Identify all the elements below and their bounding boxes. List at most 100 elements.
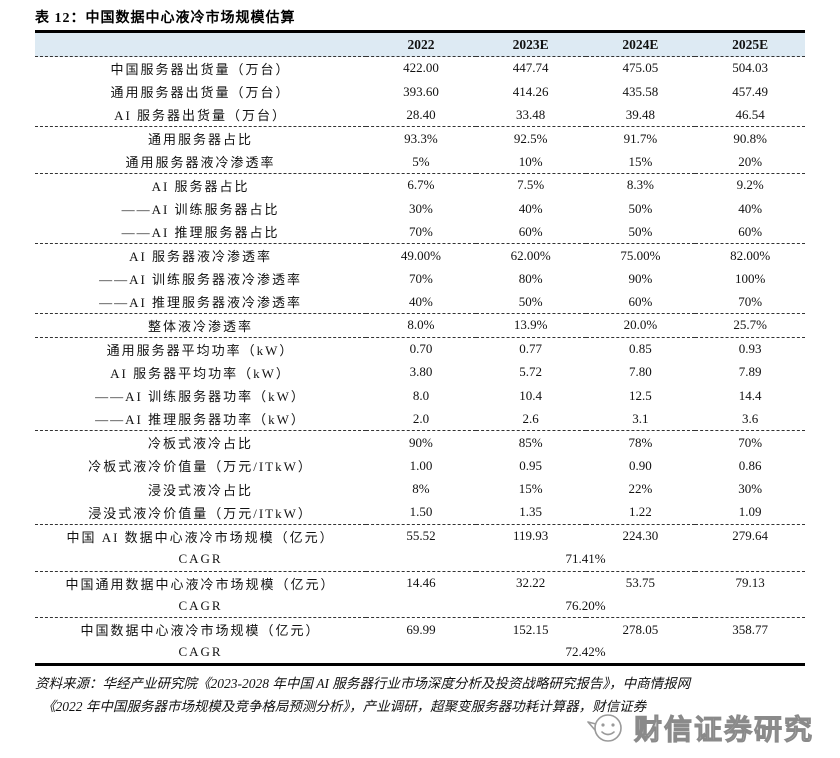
cell-value: 0.77 — [519, 341, 543, 357]
cell-value: 13.9% — [475, 313, 586, 338]
cell-value: 32.22 — [516, 575, 546, 591]
row-label: CAGR — [178, 644, 223, 660]
cell-value: 12.5 — [629, 387, 652, 403]
cell-value: 50% — [628, 200, 653, 216]
cell-value: 20.0% — [585, 313, 696, 338]
row-label: 通用服务器平均功率（kW） — [106, 342, 295, 358]
cell-value: 70% — [738, 434, 763, 450]
cell-value: 46.54 — [695, 103, 805, 128]
cell-value: 15% — [585, 150, 696, 174]
cell-value: 3.6 — [695, 407, 805, 432]
table-row: 中国服务器出货量（万台） 422.00 447.74 475.05 504.03 — [35, 57, 805, 80]
cell-value: 22% — [628, 481, 653, 497]
cell-value: 279.64 — [732, 528, 768, 544]
cell-value: 91.7% — [623, 130, 658, 146]
cell-value: 70% — [409, 270, 433, 286]
cell-value: 80% — [518, 270, 543, 286]
table-row: CAGR 71.41% — [35, 547, 805, 572]
cell-value: 69.99 — [406, 621, 436, 637]
cell-value: 40% — [518, 200, 543, 216]
cell-value: 278.05 — [622, 621, 659, 637]
header-col-2023e: 2023E — [475, 31, 586, 57]
cell-value: 78% — [628, 434, 653, 450]
brand-watermark: 财信证券研究 — [586, 708, 814, 748]
table-row: 冷板式液冷占比 90% 85% 78% 70% — [35, 431, 805, 454]
cell-value: 0.86 — [738, 457, 762, 473]
table-row: 通用服务器平均功率（kW） 0.70 0.77 0.85 0.93 — [35, 337, 805, 360]
cell-value: 85% — [518, 434, 543, 450]
row-label: 整体液冷渗透率 — [35, 313, 367, 338]
table-row: 冷板式液冷价值量（万元/ITkW） 1.00 0.95 0.90 0.86 — [35, 454, 805, 477]
row-label: 中国数据中心液冷市场规模（亿元） — [80, 623, 321, 639]
cell-value: 75.00% — [620, 247, 661, 263]
row-label: 冷板式液冷价值量（万元/ITkW） — [88, 459, 313, 475]
cell-value: 93.3% — [404, 130, 438, 146]
cell-value: 504.03 — [732, 60, 768, 76]
row-label: ——AI 训练服务器功率（kW） — [95, 389, 306, 405]
cell-value: 8.0 — [412, 387, 430, 403]
row-label: 通用服务器出货量（万台） — [110, 85, 291, 101]
header-col-2022: 2022 — [366, 31, 476, 57]
table-row: AI 服务器占比 6.7% 7.5% 8.3% 9.2% — [35, 173, 805, 196]
row-label: AI 服务器占比 — [151, 178, 250, 194]
row-label: 中国 AI 数据中心液冷市场规模（亿元） — [66, 529, 335, 545]
header-col-2025e: 2025E — [695, 31, 805, 57]
row-label: ——AI 推理服务器占比 — [35, 220, 367, 245]
cell-value: 40% — [366, 290, 476, 315]
cell-value: 457.49 — [732, 83, 768, 99]
cell-value: 14.46 — [406, 575, 436, 591]
cell-value: 50% — [585, 220, 696, 245]
cell-value: 5.72 — [519, 364, 543, 380]
cell-value: 7.89 — [738, 364, 762, 380]
cell-value: 49.00% — [400, 247, 441, 263]
row-label: 浸没式液冷价值量（万元/ITkW） — [35, 500, 367, 525]
cell-value: 70% — [366, 220, 476, 245]
cell-value: 447.74 — [512, 60, 549, 76]
table-row: ——AI 训练服务器液冷渗透率 70% 80% 90% 100% — [35, 267, 805, 290]
cell-value: 3.1 — [585, 407, 696, 432]
row-label: 冷板式液冷占比 — [148, 436, 254, 452]
header-row: 2022 2023E 2024E 2025E — [35, 31, 805, 57]
cell-value: 1.09 — [695, 500, 805, 525]
table-row: ——AI 训练服务器功率（kW） 8.0 10.4 12.5 14.4 — [35, 384, 805, 407]
cagr-value: 71.41% — [366, 547, 805, 572]
table-title: 表 12：中国数据中心液冷市场规模估算 — [35, 11, 296, 26]
cell-value: 28.40 — [366, 103, 476, 128]
table-row: 中国数据中心液冷市场规模（亿元） 69.99 152.15 278.05 358.77 — [35, 618, 805, 641]
cell-value: 422.00 — [403, 60, 439, 76]
cell-value: 10% — [475, 150, 586, 174]
row-label: ——AI 训练服务器占比 — [121, 202, 280, 218]
cell-value: 14.4 — [738, 387, 762, 403]
cell-value: 55.52 — [406, 528, 436, 544]
row-label: 中国通用数据中心液冷市场规模（亿元） — [65, 576, 336, 592]
table-row: ——AI 训练服务器占比 30% 40% 50% 40% — [35, 197, 805, 220]
cell-value: 3.80 — [409, 364, 433, 380]
cell-value: 119.93 — [513, 528, 549, 544]
cell-value: 414.26 — [512, 83, 549, 99]
row-label: 通用服务器占比 — [148, 132, 254, 148]
cell-value: 50% — [475, 290, 586, 315]
source-line-2: 《2022 年中国服务器市场规模及竞争格局预测分析》，产业调研，超聚变服务器功耗… — [42, 699, 647, 715]
table-row: AI 服务器液冷渗透率 49.00% 62.00% 75.00% 82.00% — [35, 244, 805, 267]
table-row: CAGR 76.20% — [35, 594, 805, 619]
cell-value: 5% — [366, 150, 476, 174]
table-row: ——AI 推理服务器功率（kW） 2.0 2.6 3.1 3.6 — [35, 407, 805, 432]
table-row: AI 服务器出货量（万台） 28.40 33.48 39.48 46.54 — [35, 103, 805, 128]
cell-value: 60% — [585, 290, 696, 315]
row-label: AI 服务器平均功率（kW） — [110, 365, 291, 381]
cell-value: 100% — [734, 270, 766, 286]
row-label: 浸没式液冷占比 — [148, 482, 254, 498]
cell-value: 60% — [475, 220, 586, 245]
cell-value: 90.8% — [733, 130, 767, 146]
cell-value: 20% — [695, 150, 805, 174]
cell-value: 92.5% — [513, 130, 548, 146]
cell-value: 30% — [409, 200, 433, 216]
cell-value: 1.22 — [585, 500, 696, 525]
cell-value: 152.15 — [512, 621, 549, 637]
cell-value: 40% — [738, 200, 763, 216]
cell-value: 33.48 — [475, 103, 586, 128]
cell-value: 82.00% — [730, 247, 771, 263]
watermark-label: 财信证券研究 — [633, 715, 814, 747]
cell-value: 60% — [695, 220, 805, 245]
row-label: 通用服务器液冷渗透率 — [35, 150, 367, 174]
